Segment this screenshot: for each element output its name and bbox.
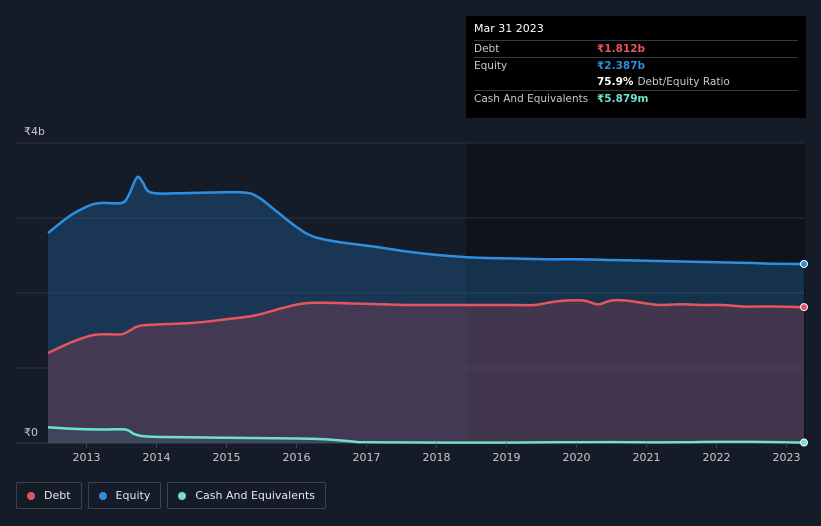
legend-dot-equity: [98, 491, 107, 500]
legend-dot-debt: [27, 491, 35, 500]
x-tick-label: 2020: [563, 451, 591, 464]
legend-item-equity[interactable]: Equity: [87, 482, 162, 509]
tooltip-ratio-spacer: [474, 74, 597, 90]
x-tick-label: 2023: [773, 451, 801, 464]
legend-dot-cash: [178, 491, 187, 500]
legend-item-cash[interactable]: Cash And Equivalents: [167, 482, 326, 509]
tooltip-row-debt: Debt ₹1.812b: [474, 40, 798, 57]
x-tick-label: 2015: [213, 451, 241, 464]
x-tick-label: 2022: [703, 451, 731, 464]
debt-line: [47, 298, 805, 355]
debt-area: [48, 300, 804, 443]
x-tick-label: 2019: [493, 451, 521, 464]
series-end-markers: [800, 259, 808, 447]
cash-and-equivalents-line: [47, 426, 805, 444]
x-tick-label: 2018: [423, 451, 451, 464]
equity-line: [47, 175, 805, 266]
legend-label-debt: Debt: [44, 489, 71, 502]
y-axis-top-label: ₹4b: [24, 125, 45, 138]
cash-and-equivalents-end-marker: [800, 438, 808, 447]
tooltip-ratio-label: Debt/Equity Ratio: [637, 76, 730, 88]
legend-label-cash: Cash And Equivalents: [195, 489, 315, 502]
data-tooltip: Mar 31 2023 Debt ₹1.812b Equity ₹2.387b …: [466, 16, 806, 118]
tooltip-debt-value: ₹1.812b: [597, 43, 646, 55]
tooltip-ratio-value: 75.9%: [597, 76, 634, 88]
tooltip-row-ratio: 75.9% Debt/Equity Ratio: [474, 74, 798, 90]
debt-end-marker: [800, 303, 808, 312]
x-tick-label: 2017: [353, 451, 381, 464]
tooltip-row-equity: Equity ₹2.387b: [474, 57, 798, 74]
series-lines: [47, 175, 805, 444]
tooltip-cash-label: Cash And Equivalents: [474, 93, 589, 105]
legend-item-debt[interactable]: Debt: [16, 482, 82, 509]
x-tick-label: 2016: [283, 451, 311, 464]
chart-legend: Debt Equity Cash And Equivalents: [16, 482, 326, 509]
y-axis-bottom-label: ₹0: [24, 426, 38, 439]
x-tick-label: 2021: [633, 451, 661, 464]
legend-label-equity: Equity: [115, 489, 151, 502]
tooltip-debt-label: Debt: [474, 43, 500, 55]
x-tick-label: 2013: [73, 451, 101, 464]
equity-area: [48, 176, 804, 443]
x-tick-label: 2014: [143, 451, 171, 464]
tooltip-row-cash: Cash And Equivalents ₹5.879m: [474, 90, 798, 107]
tooltip-equity-label: Equity: [474, 60, 508, 72]
x-axis-ticks: 2013 2014 2015 2016 2017 2018 2019 2020 2021 2022…: [73, 443, 801, 464]
tooltip-cash-value: ₹5.879m: [597, 93, 649, 105]
tooltip-date: Mar 31 2023: [474, 22, 544, 35]
tooltip-equity-value: ₹2.387b: [597, 60, 646, 72]
equity-end-marker: [800, 259, 808, 268]
